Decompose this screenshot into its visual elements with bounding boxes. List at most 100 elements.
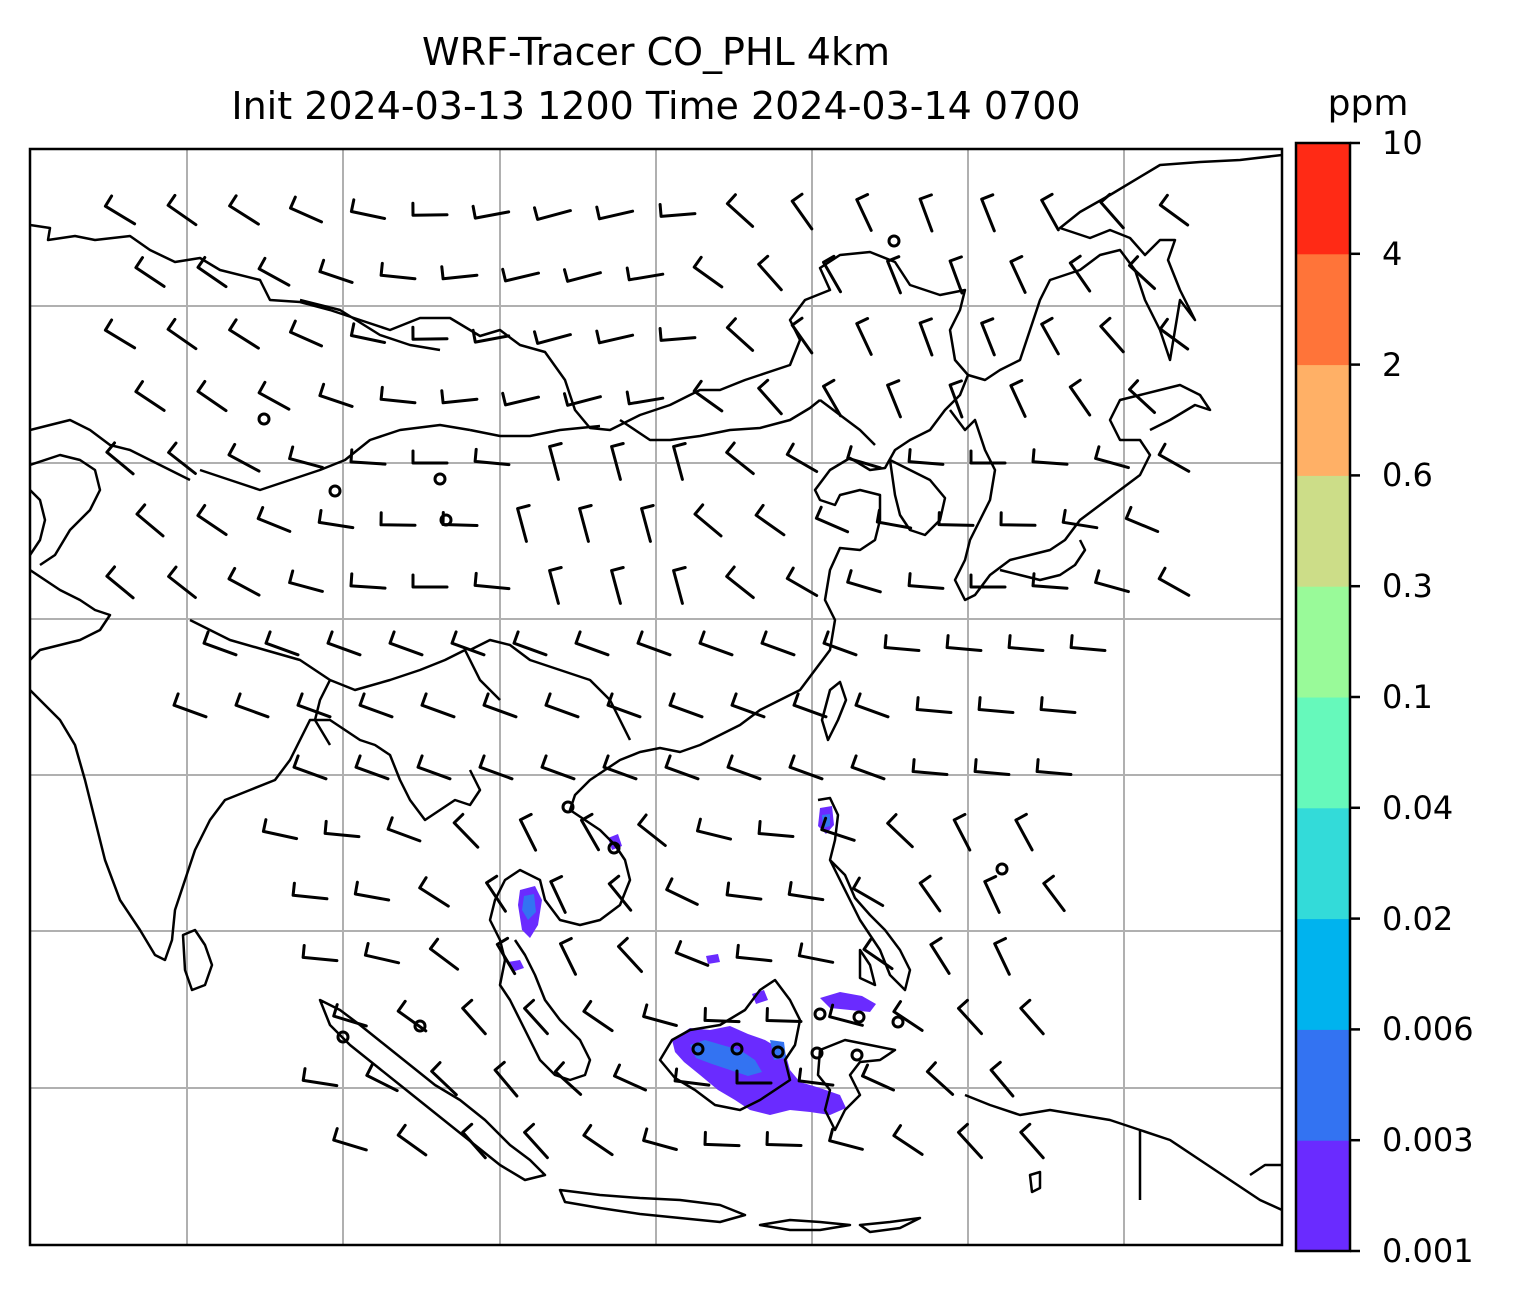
wind-barb [578, 504, 593, 543]
wind-barb [167, 441, 197, 475]
wind-barb [918, 317, 934, 357]
wind-barb [582, 1124, 614, 1157]
wind-barb [478, 754, 514, 781]
colorbar-tick-label: 0.02 [1382, 899, 1454, 938]
wind-barb [349, 572, 387, 590]
wind-barb [292, 754, 328, 781]
colorbar-band [1296, 807, 1350, 920]
wind-barb [196, 504, 228, 536]
wind-barb [846, 445, 882, 470]
wind-barb [757, 254, 783, 292]
wind-barb [582, 1000, 614, 1033]
wind-barb [1035, 758, 1073, 776]
wind-barb [103, 194, 137, 226]
wind-barb [296, 692, 332, 719]
wind-barb [977, 696, 1015, 714]
wind-barb [1099, 316, 1125, 354]
calm-wind-marker [810, 1046, 824, 1060]
wind-barb [886, 255, 902, 295]
wind-barb [1158, 317, 1190, 351]
wind-barb [1069, 634, 1107, 652]
calm-wind-marker [995, 862, 1009, 876]
wind-barb [227, 442, 261, 473]
colorbar-tick-label: 0.6 [1382, 456, 1433, 495]
calm-wind-marker [887, 234, 901, 248]
wind-barb [1009, 255, 1027, 294]
wind-barb [703, 1006, 741, 1024]
wind-barb [196, 256, 228, 289]
wind-barb [625, 266, 665, 282]
wind-barb [754, 503, 786, 537]
wind-barb [797, 1067, 835, 1087]
wind-barb [485, 874, 507, 913]
wind-barb [846, 569, 882, 594]
wind-barb [411, 201, 449, 217]
wind-barb [430, 1061, 458, 1097]
wind-barb [703, 1130, 741, 1148]
wind-barb [1019, 998, 1045, 1036]
colorbar-band [1296, 697, 1350, 809]
calm-wind-marker [730, 1042, 744, 1056]
wind-barb [418, 876, 450, 908]
wind-barb [388, 630, 424, 657]
calm-wind-marker [439, 513, 453, 527]
wind-barb [349, 448, 387, 466]
wind-barb [533, 206, 572, 221]
wind-barb [957, 1122, 983, 1160]
wind-barb [911, 758, 949, 776]
wind-barb [735, 943, 773, 963]
wind-barb [134, 380, 166, 412]
wind-barb [257, 256, 291, 287]
wind-barb [892, 1124, 924, 1156]
wind-barb [952, 812, 972, 852]
wind-barb [980, 193, 996, 233]
calm-wind-marker [813, 1007, 827, 1021]
wind-barb [692, 379, 724, 413]
wind-barb [523, 998, 549, 1036]
wind-barb [461, 998, 487, 1036]
wind-barb [907, 448, 945, 466]
wind-barb [726, 754, 762, 781]
wind-barb [548, 442, 563, 481]
wind-barb [792, 692, 828, 719]
wind-barb [642, 1127, 678, 1151]
wind-barb [725, 565, 755, 600]
wind-barb [167, 565, 197, 599]
wind-barb [1019, 1122, 1045, 1160]
colorbar-band [1296, 1029, 1350, 1141]
wind-barb [1068, 378, 1092, 417]
wind-barb [289, 319, 323, 348]
wind-barb [1042, 874, 1066, 913]
wind-barb [518, 812, 538, 852]
wind-barb [725, 441, 755, 476]
wind-barb [642, 1003, 678, 1027]
wind-barb [785, 566, 819, 597]
colorbar-tick-label: 10 [1382, 124, 1423, 162]
wind-barb [664, 754, 700, 781]
wind-barb [1007, 634, 1045, 652]
wind-barb [855, 317, 873, 356]
wind-barb [495, 936, 517, 976]
wind-barb [637, 813, 667, 847]
wind-barb [396, 1123, 428, 1157]
wind-barb [625, 390, 665, 406]
wind-barb [317, 509, 355, 530]
wind-barb [574, 630, 610, 657]
wind-barb [790, 316, 814, 355]
wind-barb [227, 566, 261, 597]
wind-barb [828, 1127, 864, 1151]
wind-barb [725, 881, 763, 901]
wind-barb [482, 692, 518, 719]
wind-barb [196, 380, 228, 413]
wind-barb [544, 692, 580, 719]
wind-barb [473, 571, 511, 591]
wind-barb [636, 630, 672, 657]
wind-barb [828, 1003, 864, 1027]
calm-wind-marker [433, 472, 447, 486]
wind-barb [822, 630, 858, 657]
wind-barb [862, 938, 894, 971]
wind-barb [332, 1003, 368, 1028]
calm-wind-marker [561, 800, 575, 814]
wind-barb [323, 819, 361, 839]
